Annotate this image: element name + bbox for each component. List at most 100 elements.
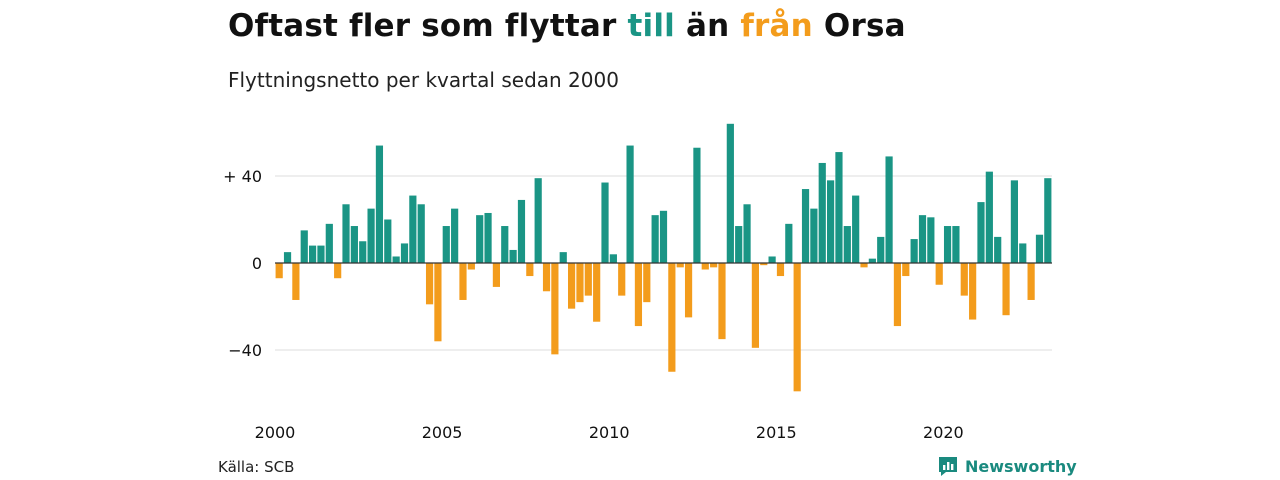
bar — [634, 263, 643, 327]
bar — [442, 226, 450, 263]
bar — [467, 263, 475, 270]
bar — [1035, 234, 1044, 263]
bar — [960, 263, 968, 296]
bar — [760, 263, 768, 266]
y-tick-label: + 40 — [223, 167, 262, 186]
bar — [309, 245, 317, 263]
title-part-3: än — [674, 8, 741, 44]
bar — [918, 215, 927, 263]
bar — [325, 223, 333, 263]
bar — [843, 226, 851, 263]
bar — [1010, 180, 1018, 263]
bar — [501, 226, 509, 263]
x-tick-label: 2000 — [255, 423, 296, 442]
bar — [517, 199, 526, 263]
bar — [542, 263, 551, 292]
bar — [1027, 263, 1035, 300]
x-tick-labels: 2000 2005 2010 2015 2020 — [255, 423, 964, 442]
bar — [1044, 178, 1052, 263]
bar — [409, 195, 417, 263]
x-tick-label: 2020 — [923, 423, 964, 442]
bar — [1019, 243, 1027, 263]
title-part-1: Oftast fler som flyttar — [228, 8, 628, 44]
bar — [484, 212, 492, 263]
bar — [827, 180, 835, 263]
brand-name: Newsworthy — [965, 456, 1077, 476]
x-tick-label: 2015 — [756, 423, 797, 442]
chart-subtitle: Flyttningsnetto per kvartal sedan 2000 — [228, 68, 619, 92]
bar — [927, 217, 935, 263]
bar — [935, 263, 943, 285]
bar — [526, 263, 534, 277]
bar — [601, 182, 609, 263]
bar — [718, 263, 726, 340]
bar — [300, 230, 308, 264]
bar — [943, 226, 952, 263]
brand-logo[interactable]: Newsworthy — [937, 455, 1077, 477]
bar — [860, 263, 868, 268]
bar — [392, 256, 400, 263]
bar — [885, 156, 893, 263]
bar — [768, 256, 776, 263]
y-tick-label: −40 — [228, 341, 262, 360]
bar — [593, 263, 601, 322]
bar — [818, 162, 826, 263]
bar — [835, 152, 843, 263]
chart-title: Oftast fler som flyttar till än från Ors… — [228, 8, 906, 44]
source-note: Källa: SCB — [218, 458, 295, 476]
bar — [400, 243, 409, 263]
bar — [492, 263, 500, 287]
bar — [350, 226, 358, 263]
title-part-5: Orsa — [812, 8, 906, 44]
bar — [952, 226, 960, 263]
bar — [902, 263, 910, 277]
bar — [476, 215, 484, 263]
bar — [342, 204, 350, 263]
bar — [651, 215, 659, 263]
bar — [893, 263, 902, 327]
bar — [375, 145, 384, 263]
bar — [676, 263, 684, 268]
bar — [801, 189, 810, 263]
bar — [877, 236, 885, 263]
bar — [751, 263, 759, 348]
bar — [969, 263, 977, 320]
bar — [417, 204, 425, 263]
grid-layer — [275, 175, 1052, 351]
bar — [425, 263, 434, 305]
bar — [275, 263, 283, 279]
bar — [852, 195, 860, 263]
bar — [618, 263, 626, 296]
title-part-fran: från — [740, 8, 813, 44]
y-tick-label: 0 — [252, 254, 262, 273]
bar — [785, 223, 793, 263]
bar — [626, 145, 634, 263]
bar — [659, 210, 668, 263]
bar — [793, 263, 801, 392]
y-tick-labels: + 40 0 −40 — [223, 167, 262, 360]
bar — [609, 254, 617, 263]
bar — [643, 263, 651, 303]
bar — [743, 204, 751, 263]
bar — [726, 123, 734, 263]
bar — [551, 263, 559, 355]
bar — [985, 171, 993, 263]
bar — [367, 208, 375, 263]
title-part-till: till — [627, 8, 675, 44]
bar — [568, 263, 576, 309]
bar — [292, 263, 300, 300]
bar — [283, 252, 292, 264]
bar — [684, 263, 693, 318]
bar — [509, 249, 517, 263]
bar — [701, 263, 709, 270]
bar — [334, 263, 342, 279]
bar — [693, 147, 701, 263]
bar — [868, 258, 876, 263]
bar — [977, 202, 985, 263]
bar — [459, 263, 467, 300]
x-tick-label: 2005 — [422, 423, 463, 442]
bar — [710, 263, 718, 268]
x-tick-label: 2010 — [589, 423, 630, 442]
bar — [1002, 263, 1010, 316]
